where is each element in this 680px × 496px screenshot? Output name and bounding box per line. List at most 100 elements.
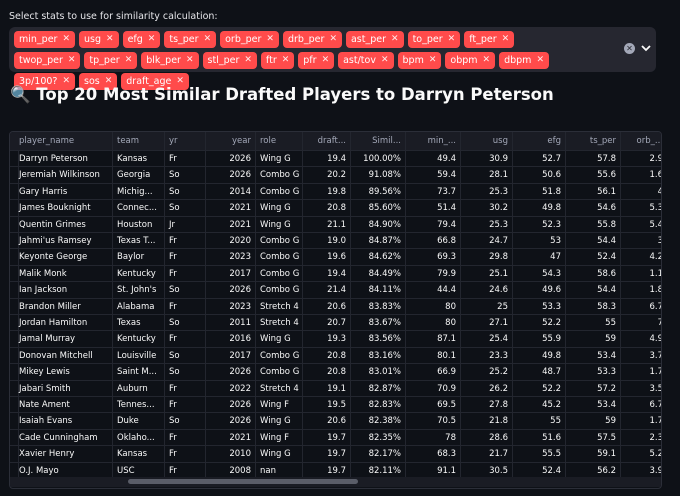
table-cell: 25 [461,298,513,315]
stat-tag[interactable]: blk_per ✕ [141,52,199,69]
tag-remove[interactable]: ✕ [62,76,70,86]
stat-tag[interactable]: tp_per ✕ [84,52,138,69]
table-cell: So [165,364,206,381]
tag-remove[interactable]: ✕ [482,55,491,65]
table-cell: 27.8 [461,397,513,414]
table-cell: Fr [165,331,206,348]
stat-tag[interactable]: to_per ✕ [407,31,461,48]
table-cell: Combo G [256,347,303,365]
column-header[interactable]: team [113,132,165,151]
index-cell [10,380,19,397]
table-cell: 83.56% [351,331,406,348]
table-cell: 58.6 [566,265,621,283]
clear-button[interactable]: ✕ [624,43,635,54]
tag-remove[interactable]: ✕ [106,34,114,44]
table-cell: Combo G [256,282,303,299]
table-cell: 19.4 [303,151,351,168]
column-header[interactable]: player_name [15,132,113,151]
stat-tag[interactable]: draft_age ✕ [121,73,189,90]
table-cell: 1.1 [621,266,661,283]
tag-remove[interactable]: ✕ [176,76,184,86]
table-cell: Fr [165,151,206,168]
tag-remove[interactable]: ✕ [501,34,510,44]
stat-tag[interactable]: ftr ✕ [260,52,295,69]
column-header[interactable]: draft... [303,132,351,151]
table-cell: Oklaho... [113,429,165,447]
table-cell: 82.38% [351,413,406,430]
column-header[interactable]: usg [461,132,513,151]
tag-label: min_per [19,34,58,45]
stat-tag[interactable]: obpm ✕ [445,52,496,69]
tag-remove[interactable]: ✕ [147,34,156,44]
stat-tag[interactable]: orb_per ✕ [220,31,279,48]
tag-remove[interactable]: ✕ [266,34,274,44]
dropdown-chevron[interactable] [640,41,652,55]
table-cell: Saint M... [113,364,165,381]
tag-remove[interactable]: ✕ [62,34,70,44]
tag-remove[interactable]: ✕ [124,55,133,65]
tag-remove[interactable]: ✕ [391,34,399,44]
table-cell: 84.49% [351,265,406,283]
scrollbar[interactable] [10,477,661,487]
column-header[interactable]: ts_per [566,132,621,151]
table-cell: 69.3 [406,249,461,266]
table-cell: Combo G [256,249,303,266]
table-cell: 49.6 [513,282,566,299]
tag-remove[interactable]: ✕ [380,55,389,65]
tag-label: twop_per [19,55,63,66]
table-cell: 55.5 [513,446,566,463]
tag-remove[interactable]: ✕ [104,76,113,86]
data-table: player_name team yr year role draft... Simil..… [9,131,662,489]
table-cell: 1.7 [621,364,661,381]
column-header[interactable]: Simil... [351,132,406,151]
column-header[interactable]: role [256,132,303,151]
tag-label: drb_per [287,34,325,45]
stat-tag[interactable]: twop_per ✕ [14,52,81,69]
table-cell: 49.8 [513,200,566,217]
tag-remove[interactable]: ✕ [244,55,252,65]
tag-remove[interactable]: ✕ [428,55,437,65]
tag-remove[interactable]: ✕ [281,55,290,65]
multiselect[interactable]: min_per ✕ usg ✕ efg ✕ ts_per ✕ orb_per ✕ drb_per ✕ a… [9,27,656,90]
stat-tag[interactable]: 3p/100? ✕ [14,73,75,90]
tag-remove[interactable]: ✕ [203,34,212,44]
stat-tag[interactable]: ast_per ✕ [345,31,404,48]
stat-tag[interactable]: drb_per ✕ [282,31,342,48]
table-cell: Fr [165,397,206,414]
column-header[interactable]: year [206,132,256,151]
tag-remove[interactable]: ✕ [185,55,194,65]
column-header[interactable]: orb_... [621,132,661,151]
stat-tag[interactable]: bpm ✕ [397,52,442,69]
table-cell: 73.7 [406,183,461,201]
stat-tag[interactable]: dbpm ✕ [499,52,549,69]
tag-label: blk_per [146,55,181,66]
stat-tag[interactable]: sos ✕ [79,73,118,90]
stat-tag[interactable]: efg ✕ [122,31,161,48]
stat-tag[interactable]: usg ✕ [79,31,119,48]
table-cell: 80 [406,298,461,315]
tag-remove[interactable]: ✕ [321,55,330,65]
table-cell: 91.08% [351,167,406,184]
table-cell: Kansas [113,446,165,463]
column-header[interactable]: yr [165,132,206,151]
stat-tag[interactable]: stl_per ✕ [202,52,257,69]
tag-remove[interactable]: ✕ [536,55,544,65]
column-header[interactable]: min_... [406,132,461,151]
table-cell: 84.62% [351,249,406,266]
stat-tag[interactable]: ft_per ✕ [464,31,515,48]
stat-tag[interactable]: ts_per ✕ [164,31,217,48]
column-header[interactable]: efg [513,132,566,151]
table-cell: 79.4 [406,216,461,233]
tag-label: ft_per [469,34,497,45]
tag-remove[interactable]: ✕ [329,34,337,44]
scroll-thumb[interactable] [128,479,358,484]
table-cell: 20.2 [303,167,351,184]
table-cell: 3 [621,233,661,250]
table-cell: 51.4 [406,200,461,217]
stat-tag[interactable]: ast/tov ✕ [338,52,394,69]
stat-tag[interactable]: pfr ✕ [298,52,335,69]
stat-tag[interactable]: min_per ✕ [14,31,75,48]
tag-remove[interactable]: ✕ [447,34,456,44]
tag-remove[interactable]: ✕ [67,55,76,65]
